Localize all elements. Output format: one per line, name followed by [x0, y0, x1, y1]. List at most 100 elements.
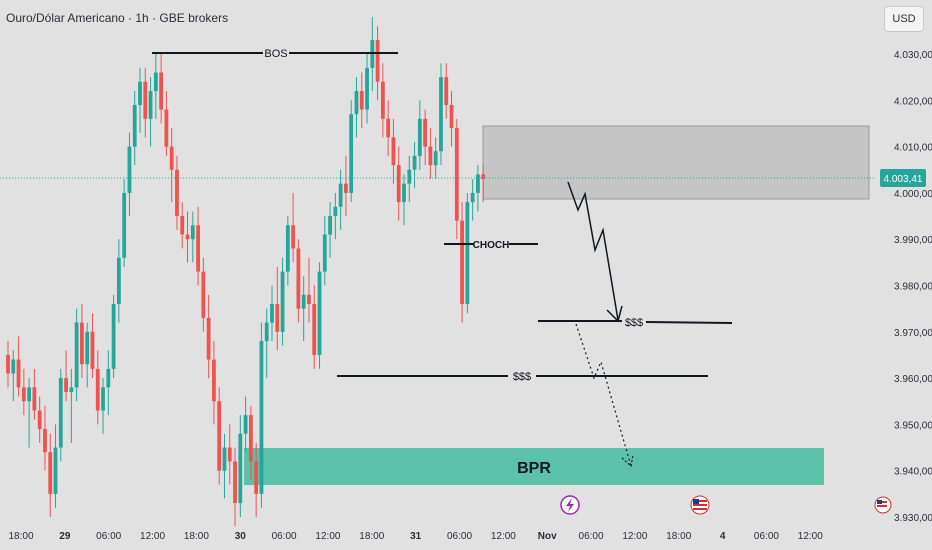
candle[interactable] — [359, 72, 364, 129]
candle[interactable] — [380, 63, 385, 138]
candle[interactable] — [185, 211, 190, 263]
candle[interactable] — [254, 442, 259, 517]
candle[interactable] — [407, 155, 412, 203]
candle[interactable] — [127, 132, 132, 217]
candle[interactable] — [95, 350, 100, 425]
candle[interactable] — [391, 118, 396, 184]
candle[interactable] — [275, 266, 280, 351]
candle[interactable] — [476, 165, 480, 212]
order-block-zone[interactable] — [482, 125, 870, 200]
candle[interactable] — [153, 54, 158, 119]
candle[interactable] — [481, 165, 486, 203]
candle[interactable] — [259, 322, 264, 508]
candle[interactable] — [470, 179, 475, 221]
candle[interactable] — [233, 447, 237, 527]
candle[interactable] — [354, 77, 359, 138]
candle[interactable] — [43, 405, 47, 471]
candle[interactable] — [291, 192, 296, 263]
candle[interactable] — [227, 424, 232, 485]
candle[interactable] — [312, 285, 317, 369]
candle[interactable] — [53, 424, 58, 508]
candle[interactable] — [159, 54, 164, 124]
candle[interactable] — [375, 26, 380, 101]
candle[interactable] — [58, 368, 63, 462]
candle[interactable] — [317, 262, 322, 369]
candle[interactable] — [264, 308, 269, 379]
candle[interactable] — [101, 378, 105, 434]
candle[interactable] — [386, 100, 391, 156]
candle[interactable] — [132, 91, 137, 166]
candle[interactable] — [460, 202, 464, 323]
candle[interactable] — [37, 396, 42, 443]
candle[interactable] — [301, 276, 306, 342]
candle[interactable] — [6, 341, 10, 388]
candle[interactable] — [322, 216, 327, 286]
time-axis[interactable]: 18:00 29 06:00 12:00 18:00 30 06:00 12:00 18:00 3… — [8, 531, 823, 542]
candle[interactable] — [11, 350, 16, 402]
us-flag-event-icon[interactable] — [690, 495, 710, 515]
candle[interactable] — [344, 155, 348, 217]
candle[interactable] — [433, 137, 438, 180]
candle[interactable] — [338, 169, 343, 230]
candle[interactable] — [32, 368, 37, 420]
candle[interactable] — [90, 313, 95, 379]
candle[interactable] — [280, 257, 285, 346]
candle[interactable] — [196, 206, 200, 286]
candle[interactable] — [296, 239, 301, 323]
dotted-projection-path[interactable] — [575, 323, 632, 467]
candle[interactable] — [116, 239, 121, 323]
candle[interactable] — [148, 77, 153, 147]
candle[interactable] — [285, 216, 290, 286]
candle[interactable] — [402, 174, 406, 226]
currency-button[interactable]: USD — [884, 6, 924, 32]
candle[interactable] — [164, 91, 169, 156]
candle[interactable] — [328, 202, 332, 258]
candle[interactable] — [169, 128, 174, 203]
candle[interactable] — [111, 294, 116, 379]
candle[interactable] — [465, 192, 470, 314]
candle[interactable] — [449, 91, 454, 147]
candle[interactable] — [16, 336, 21, 397]
candle[interactable] — [248, 405, 253, 480]
candle[interactable] — [365, 54, 369, 124]
candle[interactable] — [106, 350, 111, 416]
candle[interactable] — [270, 285, 274, 342]
candle[interactable] — [307, 257, 311, 323]
candle[interactable] — [201, 257, 206, 332]
candle[interactable] — [396, 146, 401, 221]
price-axis[interactable]: 4.030,00 4.020,00 4.010,00 4.000,00 3.990,00… — [894, 50, 932, 524]
candle[interactable] — [122, 179, 127, 267]
candle[interactable] — [69, 368, 74, 443]
candle[interactable] — [243, 396, 248, 453]
candle[interactable] — [333, 192, 338, 240]
candle[interactable] — [423, 109, 428, 166]
candle[interactable] — [212, 341, 216, 425]
candle[interactable] — [190, 211, 195, 263]
candle[interactable] — [417, 100, 422, 170]
us-flag-event-icon[interactable] — [874, 496, 892, 514]
lightning-event-icon[interactable] — [560, 495, 580, 515]
bpr-zone[interactable] — [244, 448, 824, 485]
projection-path[interactable] — [567, 181, 619, 321]
candle[interactable] — [349, 100, 354, 203]
candle[interactable] — [206, 294, 211, 379]
candle[interactable] — [180, 202, 185, 249]
candle[interactable] — [21, 368, 26, 416]
candle[interactable] — [143, 67, 148, 138]
candle[interactable] — [238, 415, 243, 517]
liquidity-line-upper[interactable] — [645, 321, 733, 324]
candle[interactable] — [454, 118, 459, 240]
candle[interactable] — [428, 128, 433, 180]
candle[interactable] — [217, 387, 222, 485]
candle[interactable] — [439, 63, 443, 166]
candle[interactable] — [412, 141, 417, 189]
candle[interactable] — [80, 304, 84, 379]
candle[interactable] — [138, 67, 142, 133]
candle[interactable] — [222, 433, 227, 499]
candle[interactable] — [85, 322, 90, 388]
candle[interactable] — [444, 63, 449, 119]
candle[interactable] — [74, 308, 79, 402]
candle[interactable] — [64, 350, 68, 402]
candle[interactable] — [48, 433, 53, 517]
